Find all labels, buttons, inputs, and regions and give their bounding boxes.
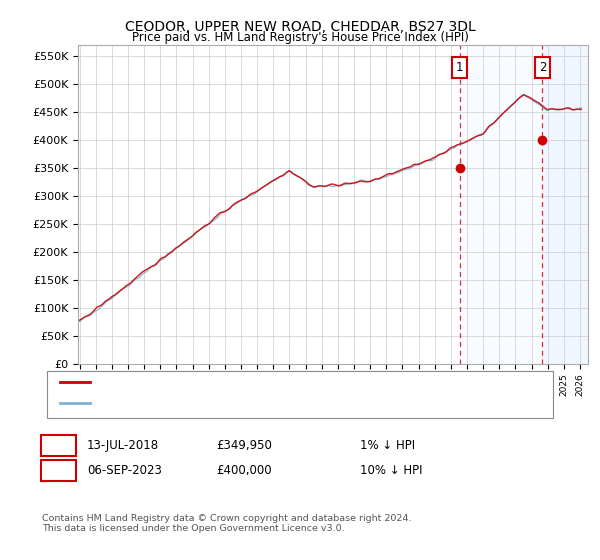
Text: Contains HM Land Registry data © Crown copyright and database right 2024.
This d: Contains HM Land Registry data © Crown c… [42, 514, 412, 533]
Text: HPI: Average price, detached house, Somerset: HPI: Average price, detached house, Some… [96, 398, 339, 408]
Text: 1: 1 [456, 60, 463, 74]
Text: 2: 2 [539, 60, 546, 74]
Text: 13-JUL-2018: 13-JUL-2018 [87, 438, 159, 452]
Text: CEODOR, UPPER NEW ROAD, CHEDDAR, BS27 3DL: CEODOR, UPPER NEW ROAD, CHEDDAR, BS27 3D… [125, 20, 475, 34]
Text: 1: 1 [54, 438, 62, 452]
Bar [542, 45, 588, 364]
Text: Price paid vs. HM Land Registry's House Price Index (HPI): Price paid vs. HM Land Registry's House … [131, 31, 469, 44]
Text: 2: 2 [54, 464, 62, 477]
Text: 06-SEP-2023: 06-SEP-2023 [87, 464, 162, 477]
Text: 10% ↓ HPI: 10% ↓ HPI [360, 464, 422, 477]
Text: 1% ↓ HPI: 1% ↓ HPI [360, 438, 415, 452]
Text: £400,000: £400,000 [216, 464, 272, 477]
Bar [460, 45, 588, 364]
Text: CEODOR, UPPER NEW ROAD, CHEDDAR, BS27 3DL (detached house): CEODOR, UPPER NEW ROAD, CHEDDAR, BS27 3D… [96, 377, 454, 388]
Text: £349,950: £349,950 [216, 438, 272, 452]
